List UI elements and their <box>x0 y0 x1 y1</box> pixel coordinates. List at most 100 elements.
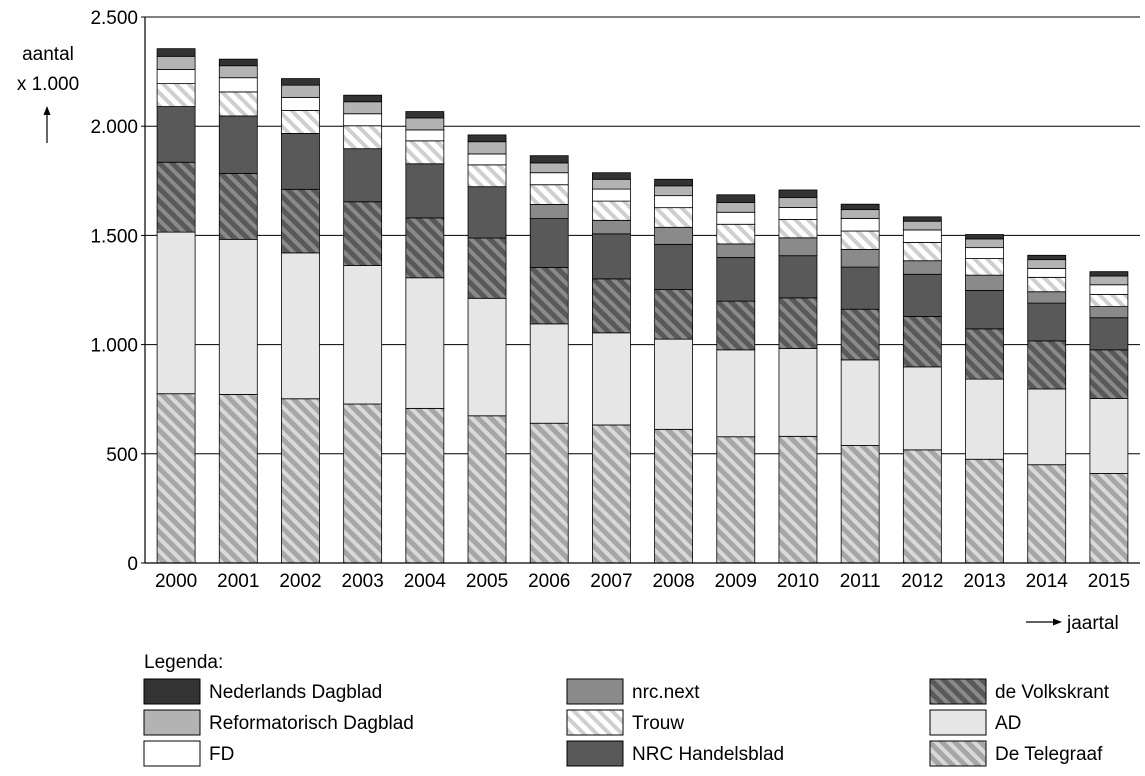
bar-segment-ad-2004 <box>405 277 445 409</box>
bar-segment-de-volkskrant-2002 <box>281 188 320 254</box>
bar-segment-nrc-handelsblad-2001 <box>218 115 258 174</box>
bar-segment-ad-2006 <box>529 323 569 424</box>
bar-segment-fd-2002 <box>281 96 320 111</box>
legend-swatch-trouw <box>566 709 624 736</box>
bar-segment-nrc-handelsblad-2012 <box>902 273 942 317</box>
legend-label: AD <box>995 713 1021 734</box>
bar-segment-nrc-next-2006 <box>529 203 569 219</box>
x-axis-arrow-icon <box>1026 618 1062 626</box>
bar-segment-nederlands-dagblad-2011 <box>840 203 880 211</box>
bar-segment-de-volkskrant-2006 <box>529 267 569 325</box>
legend-swatch-nrc-next <box>566 678 624 705</box>
bar-segment-nederlands-dagblad-2003 <box>343 94 383 103</box>
bar-segment-reformatorisch-dagblad-2014 <box>1027 259 1067 269</box>
bar-segment-nrc-handelsblad-2008 <box>654 243 693 290</box>
legend-label: NRC Handelsblad <box>632 744 784 765</box>
bar-segment-de-volkskrant-2014 <box>1027 340 1067 390</box>
bar-segment-nrc-handelsblad-2004 <box>405 163 445 219</box>
bar-segment-nederlands-dagblad-2002 <box>281 78 320 86</box>
x-tick-label: 2013 <box>963 571 1005 592</box>
bar-segment-fd-2012 <box>902 229 942 243</box>
x-tick-label: 2011 <box>840 571 881 592</box>
x-tick-label: 2000 <box>155 571 197 592</box>
bar-segment-de-telegraaf-2015 <box>1089 473 1129 564</box>
bar-segment-reformatorisch-dagblad-2003 <box>343 101 383 115</box>
legend-swatch-de-volkskrant <box>929 678 987 705</box>
legend-label: Trouw <box>632 713 684 734</box>
bar-segment-trouw-2014 <box>1027 276 1067 293</box>
x-tick-label: 2010 <box>777 571 819 592</box>
bar-segment-de-telegraaf-2007 <box>592 424 631 564</box>
bar-segment-ad-2012 <box>902 366 942 451</box>
bar-segment-de-telegraaf-2005 <box>467 415 507 564</box>
bar-segment-de-telegraaf-2009 <box>716 436 756 564</box>
bar-segment-nrc-next-2015 <box>1089 306 1129 319</box>
legend-swatch-fd <box>143 740 201 767</box>
bar-segment-reformatorisch-dagblad-2007 <box>592 178 631 190</box>
bar-segment-de-telegraaf-2002 <box>281 398 320 564</box>
legend-title: Legenda: <box>144 652 223 673</box>
x-tick-label: 2002 <box>279 571 321 592</box>
legend-swatch-reformatorisch-dagblad <box>143 709 201 736</box>
bar-segment-de-volkskrant-2015 <box>1089 349 1129 399</box>
bar-segment-nrc-handelsblad-2003 <box>343 148 383 203</box>
bar-segment-de-volkskrant-2013 <box>965 328 1004 380</box>
y-tick-label: 0 <box>127 554 138 575</box>
bar-segment-ad-2008 <box>654 338 693 430</box>
x-tick-label: 2001 <box>217 571 259 592</box>
legend-swatch-nederlands-dagblad <box>143 678 201 705</box>
bar-segment-ad-2014 <box>1027 388 1067 466</box>
bar-segment-de-volkskrant-2010 <box>778 297 818 349</box>
bar-segment-trouw-2000 <box>156 83 196 107</box>
legend: Nederlands Dagblad Reformatorisch Dagblad… <box>143 678 1110 767</box>
y-tick-label: 1.000 <box>90 336 138 357</box>
bar-segment-reformatorisch-dagblad-2010 <box>778 197 818 208</box>
x-tick-label: 2005 <box>466 571 508 592</box>
bar-segment-fd-2007 <box>592 188 631 202</box>
y-tick-label: 2.500 <box>90 8 138 29</box>
bar-segment-fd-2003 <box>343 113 383 127</box>
bar-segment-nederlands-dagblad-2010 <box>778 189 818 199</box>
bar-segment-ad-2013 <box>965 378 1004 460</box>
legend-label: De Telegraaf <box>995 744 1103 765</box>
bar-segment-trouw-2005 <box>467 164 507 188</box>
bar-segment-fd-2011 <box>840 217 880 232</box>
bar-segment-nederlands-dagblad-2013 <box>965 234 1004 240</box>
bar-segment-nederlands-dagblad-2007 <box>592 172 631 180</box>
bar-segment-nrc-next-2011 <box>840 248 880 268</box>
bar-segment-nederlands-dagblad-2006 <box>529 155 569 164</box>
bar-segment-nrc-next-2010 <box>778 237 818 257</box>
bar-segment-reformatorisch-dagblad-2000 <box>156 55 196 70</box>
bar-segment-trouw-2006 <box>529 184 569 205</box>
x-axis-label: jaartal <box>1066 613 1119 634</box>
bar-segment-fd-2000 <box>156 69 196 85</box>
bar-segment-nrc-next-2012 <box>902 260 942 275</box>
bar-segment-reformatorisch-dagblad-2001 <box>218 65 258 79</box>
bar-segment-nederlands-dagblad-2001 <box>218 58 258 67</box>
bar-segment-nrc-handelsblad-2015 <box>1089 317 1129 351</box>
bar-segment-de-telegraaf-2000 <box>156 393 196 564</box>
x-tick-label: 2003 <box>342 571 384 592</box>
bar-segment-nederlands-dagblad-2014 <box>1027 254 1067 261</box>
bar-segment-de-telegraaf-2003 <box>343 403 383 564</box>
bar-segment-de-volkskrant-2000 <box>156 161 196 233</box>
bar-segment-ad-2005 <box>467 297 507 417</box>
bar-segment-de-volkskrant-2001 <box>218 172 258 240</box>
x-tick-label: 2012 <box>901 571 943 592</box>
bar-segment-de-telegraaf-2006 <box>529 422 569 564</box>
bar-segment-de-volkskrant-2005 <box>467 237 507 299</box>
bar-segment-trouw-2004 <box>405 140 445 165</box>
bar-segment-fd-2006 <box>529 172 569 186</box>
bar-segment-trouw-2001 <box>218 91 258 117</box>
bar-segment-nrc-next-2008 <box>654 226 693 245</box>
bar-segment-nrc-handelsblad-2013 <box>965 290 1004 330</box>
bar-segment-ad-2011 <box>840 359 880 446</box>
legend-label: nrc.next <box>632 682 700 703</box>
bar-segment-de-telegraaf-2008 <box>654 428 693 564</box>
bar-segment-nederlands-dagblad-2009 <box>716 194 756 203</box>
bar-segment-reformatorisch-dagblad-2012 <box>902 220 942 231</box>
bar-segment-de-volkskrant-2008 <box>654 289 693 340</box>
x-tick-label: 2008 <box>652 571 694 592</box>
bar-segment-reformatorisch-dagblad-2011 <box>840 209 880 219</box>
